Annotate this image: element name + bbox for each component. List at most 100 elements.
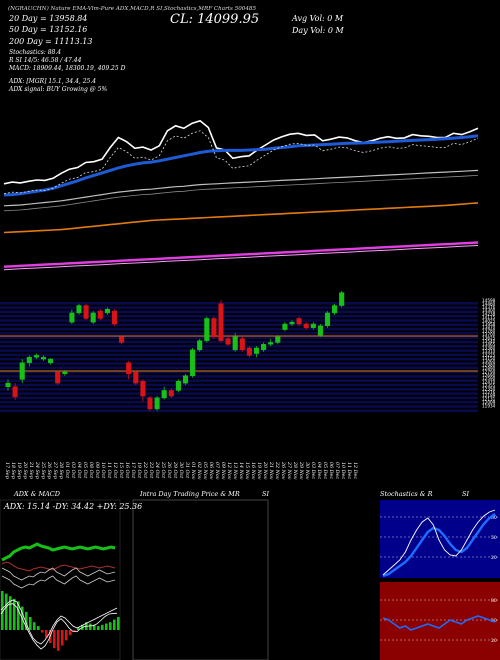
date-label: 04 Dec xyxy=(316,462,322,479)
price-label: 13310 xyxy=(482,349,496,354)
volume-band xyxy=(0,327,478,331)
macd-hist-bar xyxy=(17,601,20,630)
stochastics-text: Stochastics: 88.4 xyxy=(9,49,62,56)
candle-body xyxy=(90,312,96,323)
ema50-text: 50 Day = 13152.16 xyxy=(9,25,88,34)
macd-hist-bar xyxy=(117,617,120,630)
candle-body xyxy=(246,347,252,356)
candle-body xyxy=(197,340,203,351)
date-label: 01 Nov xyxy=(190,462,196,480)
macd-hist-bar xyxy=(89,623,92,630)
volume-band xyxy=(0,323,478,327)
macd-line xyxy=(0,599,118,645)
price-label: 14115 xyxy=(482,315,496,320)
candle-body xyxy=(182,375,189,384)
date-label: 29 Oct xyxy=(172,461,178,478)
macd-hist-bar xyxy=(77,627,80,630)
volume-band xyxy=(0,336,478,339)
header-line: (NGRAUCHN) Nature EMA-Vlm-Pure ADX,MACD,… xyxy=(8,6,257,12)
rsi-text: R SI 14/5: 46.58 / 47.44 xyxy=(9,57,82,64)
macd-hist-bar xyxy=(25,611,28,630)
candlesticks xyxy=(5,290,345,411)
price-label: 12131 xyxy=(482,397,496,402)
date-label: 04 Oct xyxy=(76,462,82,478)
macd-hist-bar xyxy=(93,624,96,630)
candle-body xyxy=(126,362,132,375)
price-label: 12189 xyxy=(482,393,496,398)
date-label: 24 Sep xyxy=(34,461,40,479)
series-100-day xyxy=(3,202,479,234)
date-label: 15 Nov xyxy=(244,462,250,480)
macd-hist-bar xyxy=(105,623,108,630)
candle-body xyxy=(69,312,75,323)
candle-body xyxy=(147,397,153,410)
stoch-k-line xyxy=(382,509,496,576)
price-label: 12355 xyxy=(482,383,496,388)
date-label: 05 Dec xyxy=(322,462,328,479)
adx-panel-values: ADX: 15.14 -DY: 34.42 +DY: 25.36 xyxy=(4,502,143,511)
price-label: 13465 xyxy=(482,342,496,347)
price-label: 13380 xyxy=(482,346,496,351)
candle-body xyxy=(289,321,295,325)
price-label: 12350 xyxy=(482,386,496,391)
candle-body xyxy=(133,371,139,384)
date-label: 03 Oct xyxy=(70,462,76,478)
price-axis: 1459814460143761430014238141151402513958… xyxy=(482,298,496,408)
volume-band xyxy=(0,370,478,374)
date-label: 25 Oct xyxy=(160,461,166,478)
macd-hist-bar xyxy=(57,630,60,651)
date-label: 13 Nov xyxy=(232,462,238,480)
candle-body xyxy=(332,305,338,314)
macd-hist-bar xyxy=(101,624,104,630)
candle-body xyxy=(232,336,238,351)
date-label: 15 Oct xyxy=(118,462,124,478)
candle-body xyxy=(239,338,245,351)
price-label: 14376 xyxy=(482,305,496,310)
candle-body xyxy=(5,382,11,388)
macd-hist-bar xyxy=(65,630,68,641)
macd-signal-line xyxy=(0,603,118,650)
volume-band xyxy=(0,310,478,314)
date-label: 28 Sep xyxy=(58,461,64,479)
date-label: 12 Oct xyxy=(112,462,118,478)
volume-band xyxy=(0,388,478,391)
candle-body xyxy=(225,338,231,345)
avg-volume: Avg Vol: 0 M xyxy=(292,14,344,23)
date-label: 25 Sep xyxy=(40,461,46,479)
price-label: 12980 xyxy=(482,363,496,368)
candle-body xyxy=(119,336,125,343)
volume-band xyxy=(0,345,478,348)
macd-hist-bar xyxy=(73,630,76,632)
candle-body xyxy=(282,323,288,330)
adx-signal-text: ADX signal: BUY Growing @ 5% xyxy=(9,86,108,93)
price-label: 13700 xyxy=(482,332,496,337)
price-label: 13060 xyxy=(482,359,496,364)
price-label: 13625 xyxy=(482,335,496,340)
price-label: 13958 xyxy=(482,322,496,327)
candle-body xyxy=(40,356,47,360)
date-label: 30 Oct xyxy=(178,462,184,478)
volume-band xyxy=(0,332,478,335)
date-label: 26 Sep xyxy=(46,461,52,479)
volume-band xyxy=(0,400,478,404)
date-label: 29 Nov xyxy=(298,461,304,480)
support-lines xyxy=(0,335,478,372)
date-label: 21 Sep xyxy=(28,461,34,479)
date-label: 26 Nov xyxy=(280,461,286,480)
date-label: 07 Nov xyxy=(214,462,220,480)
stoch-tick: 50 xyxy=(491,535,497,541)
series-200-day-band xyxy=(3,245,479,271)
ema20-text: 20 Day = 13958.84 xyxy=(9,14,88,23)
price-label: 12009 xyxy=(482,400,496,405)
candle-body xyxy=(48,358,54,364)
date-label: 16 Oct xyxy=(124,462,130,478)
intraday-panel-title: Intra Day Trading Price & MR xyxy=(140,490,240,498)
date-label: 03 Dec xyxy=(310,462,316,479)
date-label: 09 Oct xyxy=(94,462,100,478)
candle-body xyxy=(296,318,302,325)
price-label: 12690 xyxy=(482,373,496,378)
rsi-background xyxy=(380,582,500,660)
date-label: 17 Sep xyxy=(4,462,10,479)
date-label: 18 Sep xyxy=(10,462,16,479)
volume-band xyxy=(0,302,478,305)
